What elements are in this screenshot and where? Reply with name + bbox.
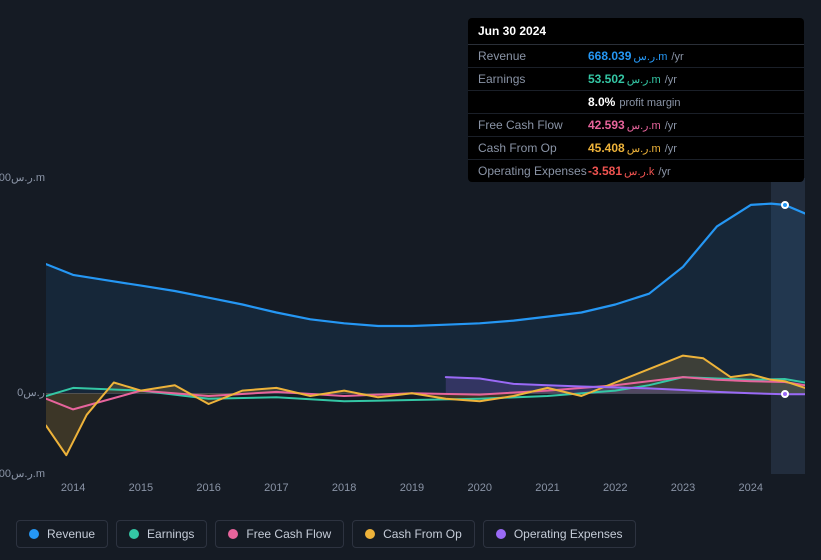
legend-label: Earnings — [147, 527, 194, 541]
tooltip-row-value: 45.408ر.س.m/yr — [588, 141, 794, 155]
legend-item-earnings[interactable]: Earnings — [116, 520, 207, 548]
legend-label: Cash From Op — [383, 527, 462, 541]
legend-item-cfo[interactable]: Cash From Op — [352, 520, 475, 548]
legend-swatch — [228, 529, 238, 539]
chart-tooltip: Jun 30 2024 Revenue668.039ر.س.m/yrEarnin… — [468, 18, 804, 182]
tooltip-row: Earnings53.502ر.س.m/yr — [468, 68, 804, 91]
tooltip-row: Operating Expenses-3.581ر.س.k/yr — [468, 160, 804, 182]
tooltip-row-label: Earnings — [478, 72, 588, 86]
tooltip-row-label: Operating Expenses — [478, 164, 588, 178]
x-axis-label: 2022 — [603, 482, 627, 494]
tooltip-row: Revenue668.039ر.س.m/yr — [468, 45, 804, 68]
legend-swatch — [365, 529, 375, 539]
x-axis-label: 2019 — [400, 482, 424, 494]
y-axis-label: 800ر.س.m — [0, 171, 45, 184]
legend-item-revenue[interactable]: Revenue — [16, 520, 108, 548]
tooltip-row-value: 668.039ر.س.m/yr — [588, 49, 794, 63]
x-axis-label: 2015 — [129, 482, 153, 494]
series-marker-revenue — [781, 201, 789, 209]
chart-legend: Revenue Earnings Free Cash Flow Cash From O… — [16, 520, 636, 548]
financials-chart[interactable]: 800ر.س.m0ر.س-300ر.س.m2014201520162017201… — [16, 160, 805, 480]
x-axis-label: 2020 — [467, 482, 491, 494]
y-axis-label: 0ر.س — [17, 386, 45, 399]
series-marker-opex — [781, 390, 789, 398]
legend-label: Revenue — [47, 527, 95, 541]
x-axis-label: 2021 — [535, 482, 559, 494]
x-axis-label: 2023 — [671, 482, 695, 494]
x-axis-label: 2024 — [739, 482, 763, 494]
legend-label: Free Cash Flow — [246, 527, 331, 541]
tooltip-row: Cash From Op45.408ر.س.m/yr — [468, 137, 804, 160]
x-axis-label: 2017 — [264, 482, 288, 494]
tooltip-row-label — [478, 95, 588, 109]
legend-label: Operating Expenses — [514, 527, 623, 541]
tooltip-row-value: -3.581ر.س.k/yr — [588, 164, 794, 178]
tooltip-row-value: 42.593ر.س.m/yr — [588, 118, 794, 132]
x-axis-label: 2018 — [332, 482, 356, 494]
y-axis-label: -300ر.س.m — [0, 467, 45, 480]
tooltip-row: Free Cash Flow42.593ر.س.m/yr — [468, 114, 804, 137]
tooltip-row-value: 8.0%profit margin — [588, 95, 794, 109]
tooltip-row-value: 53.502ر.س.m/yr — [588, 72, 794, 86]
tooltip-date: Jun 30 2024 — [468, 18, 804, 45]
legend-swatch — [29, 529, 39, 539]
legend-swatch — [496, 529, 506, 539]
legend-item-fcf[interactable]: Free Cash Flow — [215, 520, 344, 548]
legend-swatch — [129, 529, 139, 539]
tooltip-row-label: Free Cash Flow — [478, 118, 588, 132]
tooltip-row-label: Revenue — [478, 49, 588, 63]
legend-item-opex[interactable]: Operating Expenses — [483, 520, 636, 548]
chart-svg — [46, 178, 805, 474]
tooltip-row: 8.0%profit margin — [468, 91, 804, 114]
x-axis-label: 2014 — [61, 482, 85, 494]
tooltip-row-label: Cash From Op — [478, 141, 588, 155]
x-axis-label: 2016 — [196, 482, 220, 494]
